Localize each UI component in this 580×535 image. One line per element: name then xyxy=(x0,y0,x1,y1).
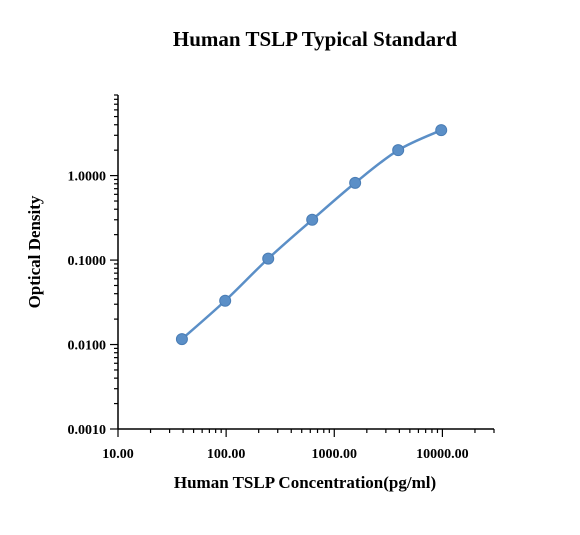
data-point xyxy=(349,176,362,189)
chart-title: Human TSLP Typical Standard xyxy=(173,27,458,51)
y-axis-label: Optical Density xyxy=(25,195,44,308)
data-points xyxy=(175,124,448,346)
data-point xyxy=(175,333,188,346)
tick-labels: 10.00 100.00 1000.00 10000.00 0.0010 0.0100 0.… xyxy=(68,170,469,462)
axis-ticks xyxy=(110,94,495,437)
data-point xyxy=(306,213,319,226)
data-point xyxy=(435,124,448,137)
y-tick-label: 1.0000 xyxy=(68,170,107,185)
x-tick-label: 10.00 xyxy=(102,447,134,462)
x-axis-label: Human TSLP Concentration(pg/ml) xyxy=(174,473,436,492)
data-point xyxy=(219,294,232,307)
x-tick-label: 1000.00 xyxy=(312,447,358,462)
data-point xyxy=(392,144,405,157)
x-tick-label: 100.00 xyxy=(207,447,246,462)
y-tick-label: 0.1000 xyxy=(68,254,107,269)
y-tick-label: 0.0100 xyxy=(68,339,107,354)
fit-curve xyxy=(181,129,442,341)
x-tick-label: 10000.00 xyxy=(416,447,469,462)
y-tick-label: 0.0010 xyxy=(68,423,107,438)
data-point xyxy=(262,252,275,265)
